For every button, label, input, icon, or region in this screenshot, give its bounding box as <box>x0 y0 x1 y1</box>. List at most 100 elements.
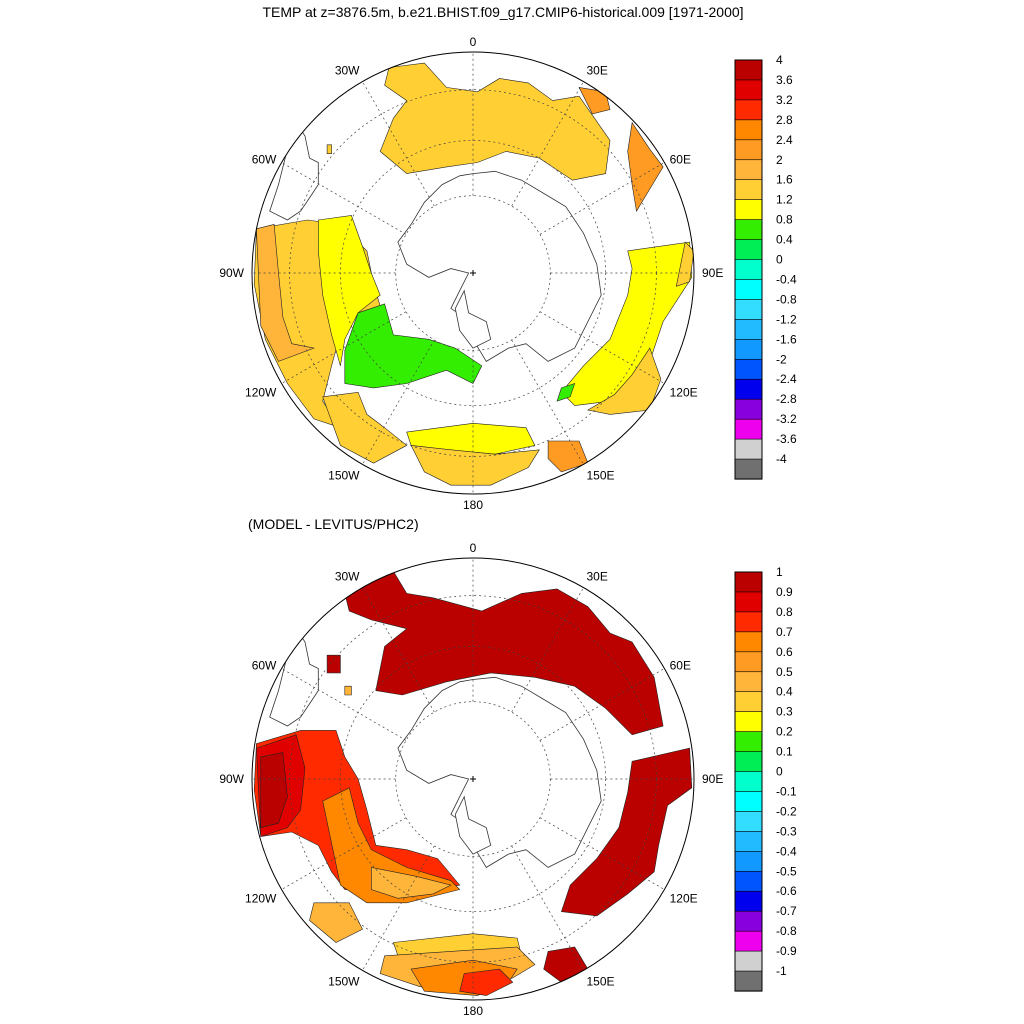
colorbar-label: -1.6 <box>776 332 797 346</box>
longitude-label: 30E <box>587 63 608 77</box>
map-fill-region <box>309 902 363 943</box>
colorbar-label: -0.4 <box>776 844 797 858</box>
latitude-circle <box>395 701 551 857</box>
south-america-outline <box>269 628 319 727</box>
colorbar-swatch <box>734 119 763 141</box>
meridian-line <box>511 587 584 713</box>
map-border <box>251 557 695 1001</box>
colorbar-swatch <box>734 711 763 733</box>
meridian-line <box>281 311 407 384</box>
colorbar-label: -0.6 <box>776 884 797 898</box>
map-fill-region <box>344 685 352 696</box>
map-fill-region <box>556 383 576 402</box>
colorbar-frame <box>734 571 763 992</box>
colorbar-label: -3.2 <box>776 412 797 426</box>
meridian-line <box>281 162 407 235</box>
map-fill-region <box>627 121 664 212</box>
longitude-label: 120E <box>670 386 698 400</box>
panel-bottom-title: (MODEL - LEVITUS/PHC2) <box>248 516 419 532</box>
longitude-label: 90E <box>702 266 723 280</box>
longitude-label: 60E <box>670 659 691 673</box>
meridian-line <box>539 817 665 890</box>
peninsula-outline <box>454 795 492 855</box>
colorbar-label: -4 <box>776 452 787 466</box>
colorbar-label: 0 <box>776 765 783 779</box>
colorbar-label: 2.4 <box>776 133 793 147</box>
longitude-label: 30W <box>335 63 360 77</box>
colorbar-label: 0 <box>776 253 783 267</box>
map-fill-regions <box>253 62 694 486</box>
peninsula-outline <box>454 289 492 349</box>
meridian-line <box>539 162 665 235</box>
colorbar-label: -0.8 <box>776 292 797 306</box>
map-fill-region <box>344 570 664 736</box>
colorbar-label: 0.8 <box>776 213 793 227</box>
colorbar-label: 0.8 <box>776 605 793 619</box>
meridian-line <box>511 339 584 465</box>
colorbar-label: 0.6 <box>776 645 793 659</box>
longitude-label: 0 <box>470 541 477 555</box>
map-fill-region <box>326 654 341 674</box>
colorbar-label: -0.2 <box>776 804 797 818</box>
colorbar-label: -0.7 <box>776 904 797 918</box>
colorbar-label: 2.8 <box>776 113 793 127</box>
colorbar-swatch <box>734 771 763 793</box>
colorbar-label: -1.2 <box>776 312 797 326</box>
map-fill-region <box>370 867 452 899</box>
meridian-line <box>539 311 665 384</box>
colorbar-swatch <box>734 930 763 952</box>
colorbar-swatch <box>734 831 763 852</box>
colorbar-swatch <box>734 418 763 440</box>
colorbar-swatch <box>734 571 763 593</box>
colorbar-label: -3.6 <box>776 432 797 446</box>
colorbar-label: 0.1 <box>776 745 793 759</box>
colorbar-label: 0.5 <box>776 665 793 679</box>
longitude-label: 120W <box>245 386 277 400</box>
longitude-label: 0 <box>470 35 477 49</box>
colorbar-label: 0.9 <box>776 585 793 599</box>
longitude-label: 60W <box>252 659 277 673</box>
meridian-line <box>281 817 407 890</box>
colorbar-label: -0.1 <box>776 785 797 799</box>
colorbar-swatch <box>734 239 763 261</box>
colorbar-swatch <box>734 890 763 912</box>
map-panel-temperature: 0 30E 60E 90E 120E 150E 180 150W 120W 90W 60W 30W <box>219 35 723 512</box>
colorbar-label: -0.4 <box>776 273 797 287</box>
colorbar-swatch <box>734 438 763 460</box>
colorbar-swatch <box>734 99 763 121</box>
colorbar-label: 0.4 <box>776 233 793 247</box>
map-fill-region <box>410 445 540 486</box>
colorbar-swatch <box>734 199 763 221</box>
colorbar-label: -2 <box>776 352 787 366</box>
meridian-line <box>511 845 584 971</box>
colorbar-label: -2.4 <box>776 372 797 386</box>
map-fill-region <box>560 241 693 406</box>
colorbar-swatch <box>734 59 763 81</box>
colorbar-label: 3.2 <box>776 93 793 107</box>
colorbar-label: 3.6 <box>776 73 793 87</box>
colorbar-label: -0.9 <box>776 944 797 958</box>
meridian-line <box>362 339 435 465</box>
map-panel-difference: 0 30E 60E 90E 120E 150E 180 150W 120W 90W 60W 30W <box>219 541 723 1018</box>
map-fill-region <box>459 968 514 996</box>
colorbar-swatch <box>734 219 763 241</box>
map-fill-region <box>256 224 315 362</box>
longitude-label: 180 <box>463 1004 483 1018</box>
longitude-label: 120W <box>245 892 277 906</box>
colorbar-swatch <box>734 378 763 400</box>
longitude-label: 30W <box>335 569 360 583</box>
colorbar-swatch <box>734 398 763 420</box>
colorbar-swatch <box>734 691 763 713</box>
colorbar-label: -0.5 <box>776 864 797 878</box>
map-border <box>251 51 695 495</box>
colorbar-swatch <box>734 970 763 992</box>
meridian-line <box>362 81 435 207</box>
map-fill-region <box>675 241 694 287</box>
colorbar-label: 1.2 <box>776 193 793 207</box>
longitude-label: 90W <box>219 772 244 786</box>
colorbar-swatch <box>734 870 763 892</box>
colorbar-label: 0.2 <box>776 725 793 739</box>
longitude-label: 90W <box>219 266 244 280</box>
longitude-label: 60E <box>670 153 691 167</box>
longitude-label: 120E <box>670 892 698 906</box>
